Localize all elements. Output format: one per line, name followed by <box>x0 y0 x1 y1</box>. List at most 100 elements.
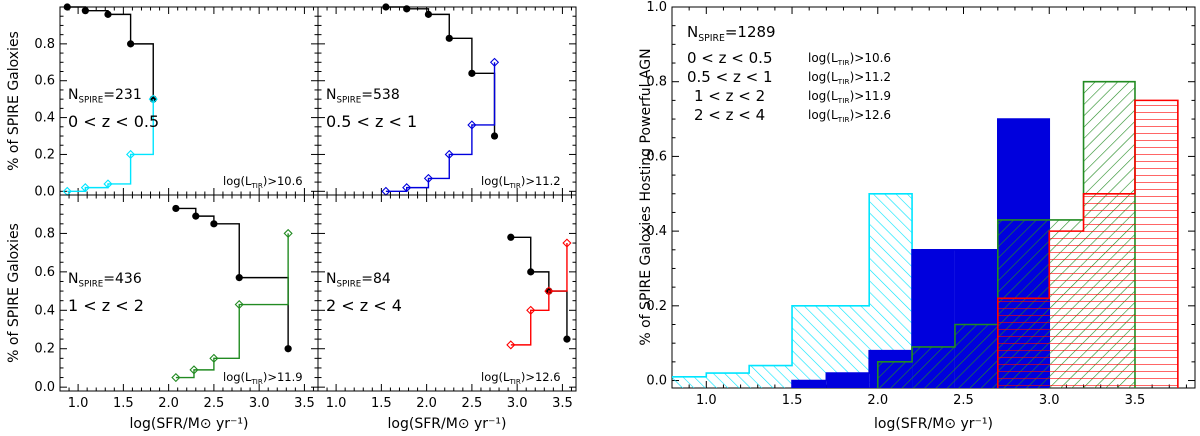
x-tick-label: 3.0 <box>507 396 528 411</box>
histogram-outline <box>997 99 1179 388</box>
histogram-bar <box>877 361 913 388</box>
y-tick-label: 0.8 <box>34 226 55 241</box>
legend-entry: 0 < z < 0.5 <box>687 49 772 67</box>
data-point <box>563 335 571 343</box>
legend-ltir: log(LTIR)>11.2 <box>808 70 891 86</box>
x-tick-label: 3.0 <box>249 396 270 411</box>
data-point <box>80 183 90 193</box>
x-axis-title: log(SFR/M⊙ yr⁻¹) <box>874 416 993 432</box>
data-point <box>403 5 411 13</box>
y-tick-label: 0.2 <box>34 342 55 357</box>
plot-frame <box>59 194 319 392</box>
y-tick-label: 0.0 <box>646 374 667 389</box>
data-point <box>234 299 244 310</box>
x-tick-label: 1.0 <box>696 393 717 408</box>
data-point <box>81 7 89 15</box>
y-tick-label: 0.2 <box>646 299 667 314</box>
x-tick-label: 3.0 <box>1039 393 1060 408</box>
data-point <box>423 173 434 183</box>
y-tick-label: 0.8 <box>34 37 55 52</box>
data-point <box>63 3 71 11</box>
step-line <box>385 62 496 193</box>
data-point <box>402 183 412 193</box>
legend-ltir: log(LTIR)>10.6 <box>808 51 891 67</box>
data-point <box>382 3 390 11</box>
data-point <box>148 94 158 104</box>
data-point <box>192 212 200 220</box>
y-tick-label: 0.2 <box>34 147 55 162</box>
legend-ltir: log(LTIR)>11.9 <box>808 89 891 105</box>
data-point <box>126 149 136 160</box>
x-tick-label: 2.0 <box>867 393 888 408</box>
plot-frame <box>317 194 577 392</box>
data-point <box>507 233 515 241</box>
histogram-bar <box>912 346 955 388</box>
histogram-bar <box>792 305 827 388</box>
redshift-label: 0 < z < 0.5 <box>68 112 159 131</box>
ltir-label: log(LTIR)>10.6 <box>223 174 303 190</box>
y-tick-label: 0.4 <box>34 111 55 126</box>
n-spire-label: NSPIRE=538 <box>326 87 400 106</box>
data-point <box>210 220 218 228</box>
step-line <box>510 236 568 340</box>
n-spire-label: NSPIRE=84 <box>326 271 391 290</box>
x-tick-label: 2.5 <box>204 396 225 411</box>
legend-ltir: log(LTIR)>12.6 <box>808 108 891 124</box>
ltir-label: log(LTIR)>12.6 <box>481 370 561 386</box>
y-axis-title: % of SPIRE Galoxies Hosting Powerful AGN <box>638 48 654 345</box>
redshift-label: 1 < z < 2 <box>68 296 144 315</box>
x-tick-label: 1.5 <box>371 396 392 411</box>
x-tick-label: 3.5 <box>1125 393 1146 408</box>
data-point <box>526 305 536 315</box>
x-tick-label: 2.5 <box>462 396 483 411</box>
data-point <box>444 149 454 160</box>
x-axis-title: log(SFR/M⊙ yr⁻¹) <box>388 416 507 432</box>
y-axis-title: % of SPIRE Galoxies <box>6 31 22 171</box>
data-point <box>467 120 477 130</box>
y-axis-title: % of SPIRE Galoxies <box>6 223 22 363</box>
x-tick-label: 1.5 <box>782 393 803 408</box>
data-point <box>172 204 180 213</box>
data-point <box>544 286 554 296</box>
x-tick-label: 1.0 <box>68 396 89 411</box>
y-tick-label: 0.6 <box>34 265 55 280</box>
data-point <box>104 10 112 18</box>
data-point <box>103 179 113 189</box>
n-spire-label: NSPIRE=1289 <box>687 23 776 44</box>
step-line <box>67 6 154 100</box>
histogram-bar <box>672 376 707 388</box>
y-tick-label: 0.0 <box>34 380 55 395</box>
y-tick-label: 0.4 <box>34 303 55 318</box>
legend-entry: 0.5 < z < 1 <box>687 68 772 86</box>
x-tick-label: 3.5 <box>552 396 573 411</box>
x-tick-label: 3.5 <box>294 396 315 411</box>
data-point <box>283 228 293 239</box>
y-tick-label: 0.8 <box>646 75 667 90</box>
y-tick-label: 0.6 <box>646 149 667 164</box>
step-line <box>175 207 289 349</box>
data-point <box>527 268 535 276</box>
histogram-bar <box>706 373 750 388</box>
ltir-label: log(LTIR)>11.2 <box>481 174 561 190</box>
ltir-label: log(LTIR)>11.9 <box>223 370 303 386</box>
data-point <box>489 57 500 67</box>
data-point <box>445 34 453 42</box>
y-tick-label: 0.4 <box>646 224 667 239</box>
x-tick-label: 2.5 <box>953 393 974 408</box>
x-tick-label: 1.0 <box>326 396 347 411</box>
step-line <box>510 243 568 346</box>
histogram-bar <box>1134 100 1178 388</box>
x-tick-label: 2.0 <box>416 396 437 411</box>
data-point <box>235 274 243 282</box>
data-point <box>209 353 219 363</box>
data-point <box>424 10 433 18</box>
data-point <box>171 372 181 383</box>
x-tick-label: 1.5 <box>113 396 134 411</box>
n-spire-label: NSPIRE=436 <box>68 271 142 290</box>
y-tick-label: 0.6 <box>34 74 55 89</box>
data-point <box>506 340 516 350</box>
redshift-label: 0.5 < z < 1 <box>326 112 417 131</box>
histogram-bar <box>749 365 793 388</box>
data-point <box>490 132 499 140</box>
data-point <box>189 365 199 375</box>
